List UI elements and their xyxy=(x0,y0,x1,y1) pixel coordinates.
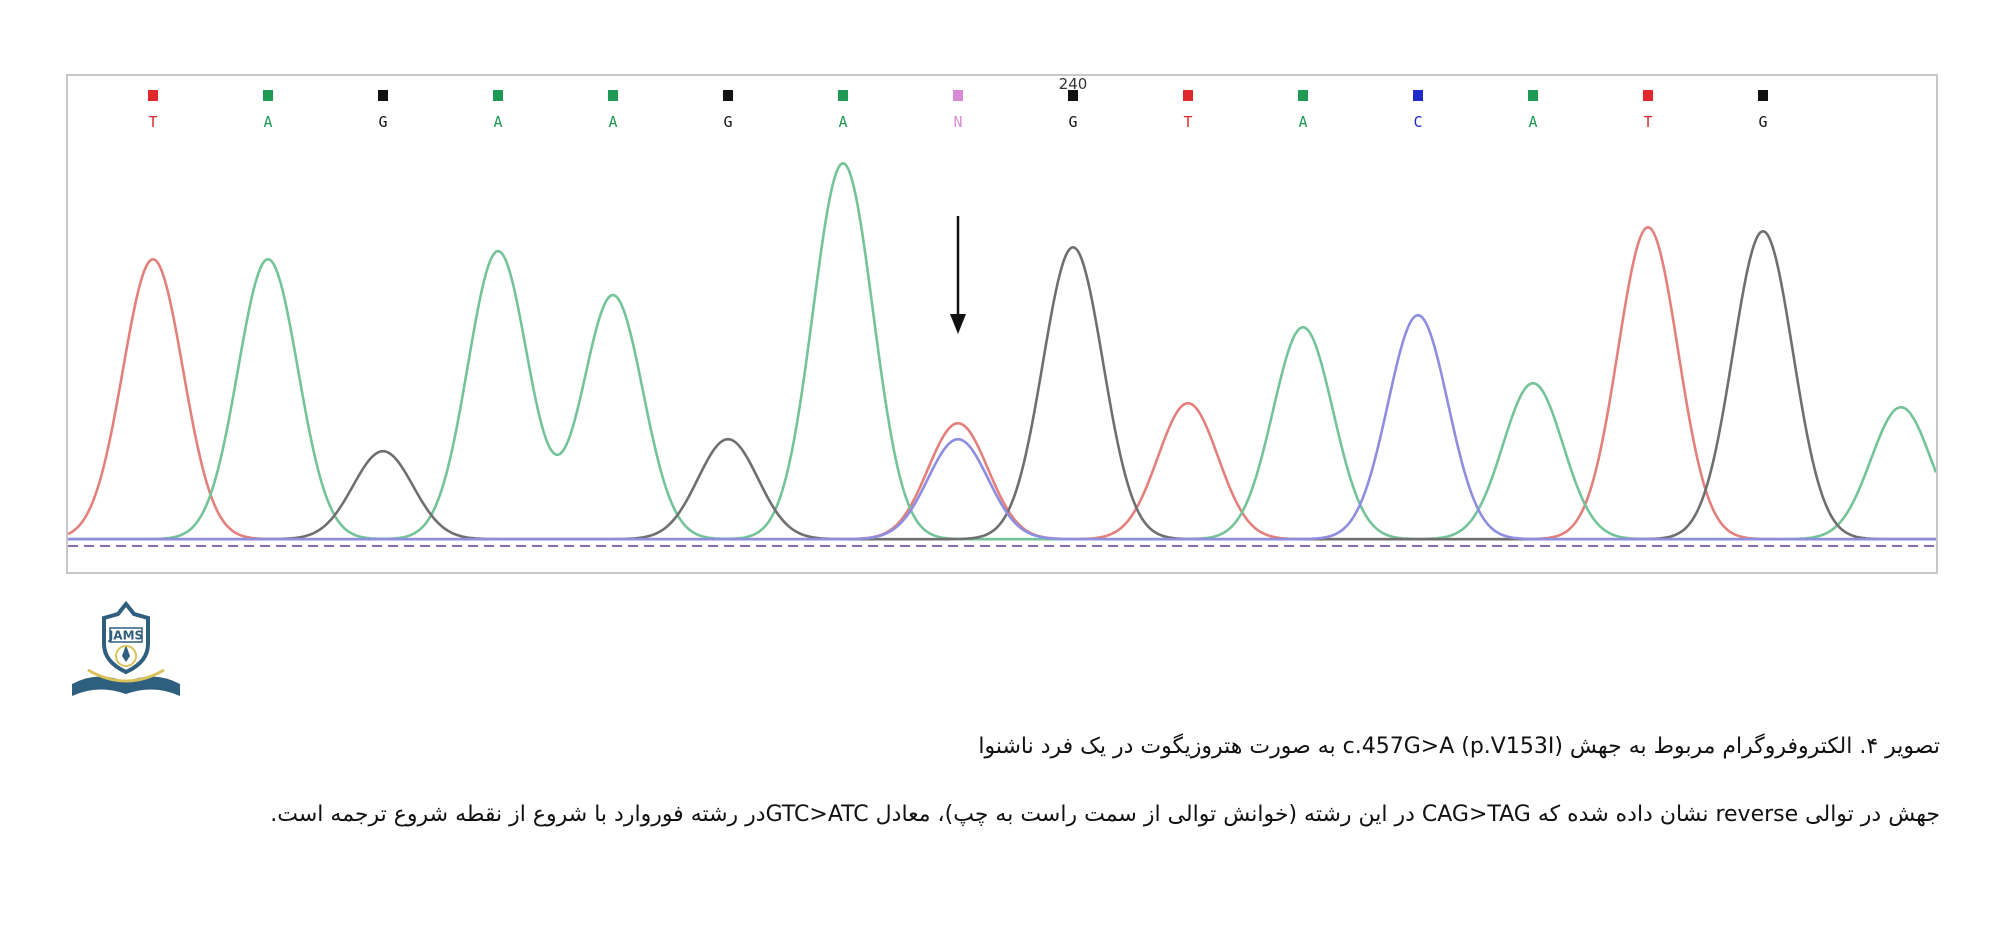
base-call-marker xyxy=(838,90,848,101)
base-call-marker xyxy=(1643,90,1653,101)
base-call-letter: A xyxy=(1298,113,1307,131)
base-call-marker xyxy=(1758,90,1768,101)
base-call-letter: C xyxy=(1413,113,1422,131)
base-call-marker xyxy=(493,90,503,101)
logo-badge-text: JAMS xyxy=(108,629,143,643)
base-call-letter: T xyxy=(148,113,157,131)
logo-badge xyxy=(109,627,143,643)
base-call-marker xyxy=(263,90,273,101)
figure-note: جهش در توالی reverse نشان داده شده که CA… xyxy=(270,802,1940,827)
base-call-letter: G xyxy=(1758,113,1767,131)
logo-book-right xyxy=(126,676,180,696)
trace-g xyxy=(68,230,1936,541)
logo-pen xyxy=(122,645,130,662)
base-call-letter: G xyxy=(723,113,732,131)
logo-swoosh xyxy=(87,668,165,683)
logo-book-left xyxy=(72,676,126,696)
logo-emblem: JAMS xyxy=(72,600,180,696)
trace-c xyxy=(68,313,1936,541)
base-call-marker xyxy=(378,90,388,101)
base-call-marker xyxy=(1298,90,1308,101)
base-call-marker xyxy=(1528,90,1538,101)
base-call-marker xyxy=(1183,90,1193,101)
base-call-letter: T xyxy=(1183,113,1192,131)
journal-logo: JAMS xyxy=(64,600,188,704)
logo-sun xyxy=(115,645,137,667)
base-call-marker xyxy=(608,90,618,101)
position-label: 240 xyxy=(1059,76,1088,93)
base-call-letter: T xyxy=(1643,113,1652,131)
chromatogram-panel: T A G A A G A N G T A C A T G 240 xyxy=(66,74,1938,574)
base-call-marker xyxy=(1413,90,1423,101)
base-call-letter: A xyxy=(838,113,847,131)
base-call-marker xyxy=(723,90,733,101)
base-call-letter: A xyxy=(1528,113,1537,131)
base-call-letter: A xyxy=(608,113,617,131)
mutation-arrow-head xyxy=(950,314,966,334)
chromatogram-chart: T A G A A G A N G T A C A T G 240 xyxy=(68,76,1936,547)
base-call-marker xyxy=(1068,90,1078,101)
base-call-marker xyxy=(953,90,963,101)
base-call-letter: A xyxy=(493,113,502,131)
base-call-letter: N xyxy=(953,113,962,131)
base-call-letter: G xyxy=(1068,113,1077,131)
trace-a xyxy=(68,162,1936,541)
base-call-letter: G xyxy=(378,113,387,131)
figure-caption: تصویر ۴. الکتروفروگرام مربوط به جهش c.45… xyxy=(978,734,1940,759)
base-call-letter: A xyxy=(263,113,272,131)
base-call-marker xyxy=(148,90,158,101)
